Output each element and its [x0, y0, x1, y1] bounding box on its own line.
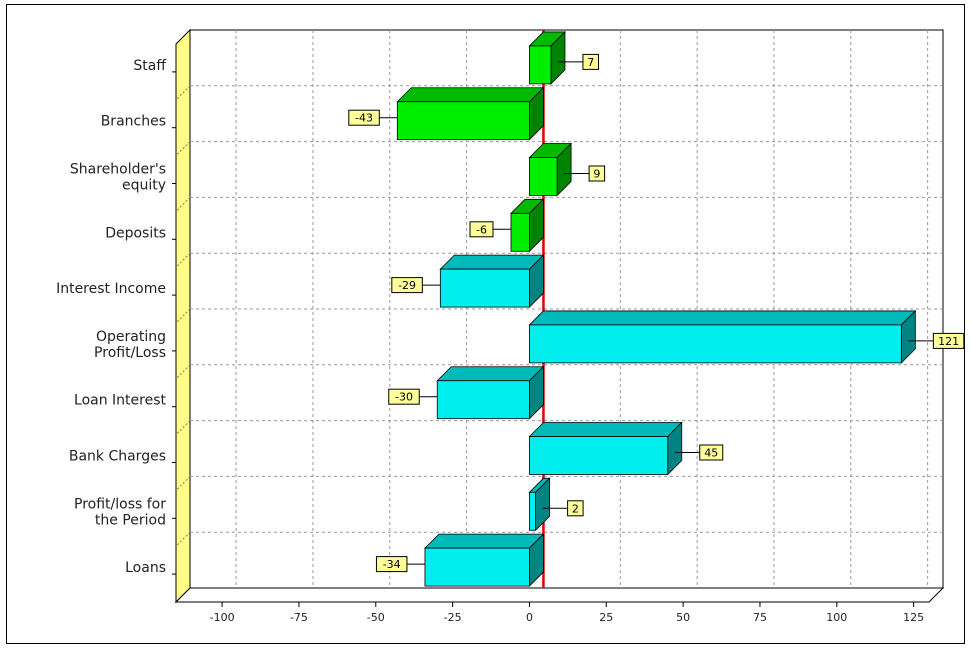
category-label: Deposits — [105, 225, 166, 241]
data-label-box — [391, 277, 423, 294]
wall-gridline — [175, 197, 191, 212]
bar-top-face — [423, 533, 545, 549]
category-label: Operating Profit/Loss — [94, 329, 166, 361]
bar — [424, 547, 530, 587]
category-label-line: Bank Charges — [69, 449, 166, 465]
category-label-line: Operating — [96, 329, 166, 345]
wall-gridline — [175, 85, 191, 101]
bar-top-face — [439, 254, 545, 270]
x-tick-label: -25 — [444, 611, 462, 624]
category-label: Shareholder's equity — [70, 162, 166, 194]
x-tick-label: 75 — [753, 611, 767, 624]
category-label: Loans — [125, 560, 166, 576]
data-label-box — [348, 109, 380, 126]
category-label: Interest Income — [56, 281, 166, 297]
x-tick-label: 25 — [599, 611, 613, 624]
data-label-box — [567, 500, 584, 517]
data-label-box — [375, 556, 408, 573]
category-label-line: Shareholder's — [70, 162, 166, 178]
category-label-line: Branches — [101, 114, 166, 130]
data-label-box — [699, 444, 724, 461]
x-tick-label: -75 — [290, 611, 308, 624]
data-label: 45 — [704, 447, 718, 460]
x-tick-label: -100 — [210, 611, 235, 624]
category-label-line: Staff — [133, 58, 166, 74]
floor — [174, 587, 945, 603]
bar — [529, 491, 536, 531]
category-label-line: Loan Interest — [74, 393, 166, 409]
data-label: 121 — [938, 335, 959, 348]
plot-area — [189, 29, 944, 589]
bar — [529, 324, 902, 364]
category-label-line: Profit/loss for — [74, 496, 166, 512]
bar-top-face — [396, 87, 545, 103]
data-label: -34 — [383, 558, 401, 571]
wall-gridline — [175, 420, 191, 435]
wall-gridline — [175, 141, 191, 156]
x-tick-label: 125 — [903, 611, 924, 624]
bar — [439, 268, 530, 308]
bar-top-face — [528, 422, 683, 437]
category-label-line: Interest Income — [56, 281, 166, 297]
category-label-line: equity — [122, 178, 166, 194]
x-tick-label: 0 — [526, 611, 533, 624]
data-label-box — [932, 332, 965, 349]
category-label: Loan Interest — [74, 393, 166, 409]
bar-top-face — [436, 366, 545, 382]
bar — [529, 45, 552, 85]
category-label: Staff — [133, 58, 166, 74]
x-tick-label: 100 — [826, 611, 847, 624]
data-label: 7 — [587, 56, 594, 69]
category-label-line: Loans — [125, 560, 166, 576]
bar — [529, 436, 669, 475]
data-label: 2 — [572, 502, 579, 515]
data-label-box — [588, 165, 606, 182]
data-label-box — [582, 53, 599, 70]
bar — [529, 157, 558, 196]
wall-gridline — [175, 364, 191, 380]
data-label: -6 — [476, 223, 487, 236]
bar-top-face — [528, 310, 917, 326]
category-label-line: the Period — [95, 512, 166, 528]
data-label: -43 — [355, 112, 373, 125]
data-label-box — [469, 221, 494, 238]
category-label: Bank Charges — [69, 449, 166, 465]
x-tick-label: -50 — [367, 611, 385, 624]
data-label: 9 — [593, 168, 600, 181]
category-label: Profit/loss for the Period — [74, 496, 166, 528]
category-label: Branches — [101, 114, 166, 130]
data-label: -29 — [398, 279, 416, 292]
bar — [510, 212, 530, 252]
wall-gridline — [175, 531, 191, 547]
x-tick-label: 50 — [676, 611, 690, 624]
wall-gridline — [175, 252, 191, 268]
category-label-line: Profit/Loss — [94, 345, 166, 361]
bar — [396, 101, 530, 141]
bar — [436, 380, 530, 420]
category-label-line: Deposits — [105, 225, 166, 241]
wall-gridline — [175, 476, 191, 491]
wall-gridline — [175, 308, 191, 324]
data-label-box — [388, 388, 420, 405]
data-label: -30 — [395, 391, 413, 404]
